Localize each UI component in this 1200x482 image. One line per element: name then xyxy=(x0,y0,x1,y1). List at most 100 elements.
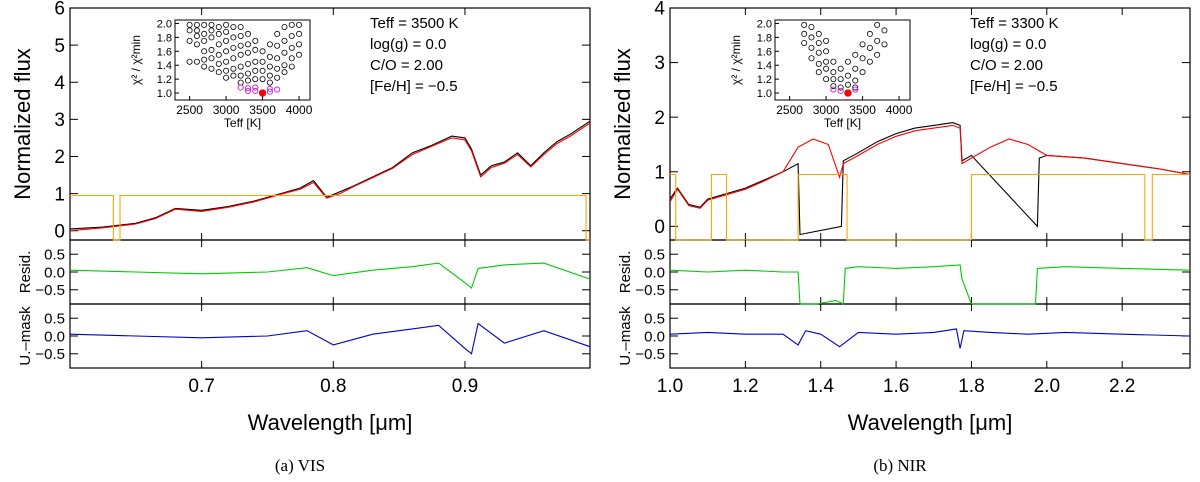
inset-point xyxy=(266,79,273,86)
inset-point xyxy=(288,55,295,62)
inset-highlight-point xyxy=(830,86,837,93)
inset-point xyxy=(815,49,822,56)
chart-vis: 0 1 2 3 4 5 6 Normalized flux Teff = 3500 K log(g… xyxy=(10,0,591,435)
inset-point xyxy=(244,77,251,84)
xtick-label: 1.0 xyxy=(657,376,683,397)
inset-point xyxy=(186,58,193,65)
annotation-line: log(g) = 0.0 xyxy=(370,36,446,53)
inset-point xyxy=(281,49,288,56)
inset-point xyxy=(859,69,866,76)
main-ytick-label: 2 xyxy=(54,147,65,168)
xtick-label: 1.6 xyxy=(883,376,909,397)
ylabel-umask: U.–mask xyxy=(617,306,634,366)
main-ytick-label: 6 xyxy=(54,0,65,20)
inset-point xyxy=(852,84,859,91)
inset-highlight-point xyxy=(852,86,859,93)
inset-point xyxy=(266,53,273,60)
inset-point xyxy=(266,41,273,48)
xtick-label: 1.4 xyxy=(808,376,835,397)
inset-point xyxy=(808,55,815,62)
inset-point xyxy=(830,69,837,76)
xlabel: Wavelength [μm] xyxy=(848,410,1013,435)
panel-vis: 0 1 2 3 4 5 6 Normalized flux Teff = 3500 K log(g… xyxy=(10,0,591,475)
inset-point xyxy=(215,51,222,58)
inset-xtick-label: 3500 xyxy=(849,103,876,117)
inset-point xyxy=(801,39,808,46)
inset-point xyxy=(223,48,230,55)
inset-highlight-point xyxy=(252,84,259,91)
main-ytick-label: 1 xyxy=(654,162,665,183)
inset-xtick-label: 3000 xyxy=(813,103,840,117)
umask-ytick-label: −0.5 xyxy=(35,346,65,363)
panel-nir: 0 1 2 3 4 Normalized flux Teff = 3300 K log(g) … xyxy=(600,0,1200,482)
xtick-label: 0.9 xyxy=(452,376,478,397)
inset-point xyxy=(288,63,295,70)
inset-point xyxy=(288,21,295,28)
inset-point xyxy=(808,23,815,30)
inset-point xyxy=(230,72,237,79)
inset-highlight-point xyxy=(274,86,281,93)
inset-point xyxy=(266,63,273,70)
inset-point xyxy=(823,65,830,72)
inset-point xyxy=(208,27,215,34)
series-model xyxy=(69,122,591,232)
inset-point xyxy=(252,58,259,65)
resid-ytick-label: 0.5 xyxy=(644,246,665,263)
inset-point xyxy=(274,65,281,72)
main-ytick-label: 4 xyxy=(654,0,665,20)
inset-point xyxy=(223,58,230,65)
inset-point xyxy=(237,51,244,58)
series-umask xyxy=(69,322,591,355)
inset-point xyxy=(215,69,222,76)
inset-point xyxy=(259,48,266,55)
xtick-label: 1.2 xyxy=(732,376,758,397)
inset-xtick-label: 2500 xyxy=(776,103,803,117)
inset-ytick-label: 1.4 xyxy=(757,60,772,72)
xlabel: Wavelength [μm] xyxy=(248,410,413,435)
inset-point xyxy=(193,41,200,48)
series-umask xyxy=(669,328,1191,349)
resid-ytick-label: −0.5 xyxy=(35,282,65,299)
annotation-line: [Fe/H] = −0.5 xyxy=(970,78,1058,95)
inset-xtick-label: 4000 xyxy=(286,103,313,117)
main-ytick-label: 2 xyxy=(654,108,665,129)
inset-point xyxy=(837,65,844,72)
inset-ytick-label: 1.4 xyxy=(157,60,172,72)
main-ytick-label: 0 xyxy=(54,221,65,242)
inset-point xyxy=(201,56,208,63)
inset-point xyxy=(259,76,266,83)
frame-resid xyxy=(669,239,1191,305)
inset-highlight-point xyxy=(252,87,259,95)
inset-point xyxy=(186,37,193,44)
inset-ytick-label: 1.0 xyxy=(157,88,172,100)
inset-point xyxy=(215,41,222,48)
inset-ytick-label: 1.8 xyxy=(157,32,172,44)
inset-xtick-label: 3000 xyxy=(213,103,240,117)
inset-ylabel: χ² / χ²min xyxy=(129,35,143,85)
inset-highlight-point xyxy=(266,85,273,92)
series-model xyxy=(669,124,1191,209)
inset-point xyxy=(859,41,866,48)
xtick-label: 2.0 xyxy=(1034,376,1060,397)
inset-point xyxy=(296,21,303,28)
inset-point xyxy=(186,27,193,34)
inset-point xyxy=(874,37,881,44)
inset-point xyxy=(844,81,851,88)
annotation-line: C/O = 2.00 xyxy=(970,57,1043,74)
inset-point xyxy=(230,55,237,62)
annotation-line: Teff = 3500 K xyxy=(370,15,459,32)
inset-point xyxy=(244,30,251,37)
resid-ytick-label: 0.0 xyxy=(644,264,665,281)
inset-point xyxy=(244,41,251,48)
inset-point xyxy=(859,55,866,62)
series-resid xyxy=(69,262,591,289)
inset-point xyxy=(208,55,215,62)
xtick-label: 2.2 xyxy=(1109,376,1135,397)
inset-ylabel: χ² / χ²min xyxy=(729,35,743,85)
inset-point xyxy=(823,48,830,55)
inset-point xyxy=(237,72,244,79)
inset-point xyxy=(808,44,815,51)
inset-point xyxy=(296,41,303,48)
caption-nir: (b) NIR xyxy=(873,456,927,475)
inset-point xyxy=(201,63,208,70)
